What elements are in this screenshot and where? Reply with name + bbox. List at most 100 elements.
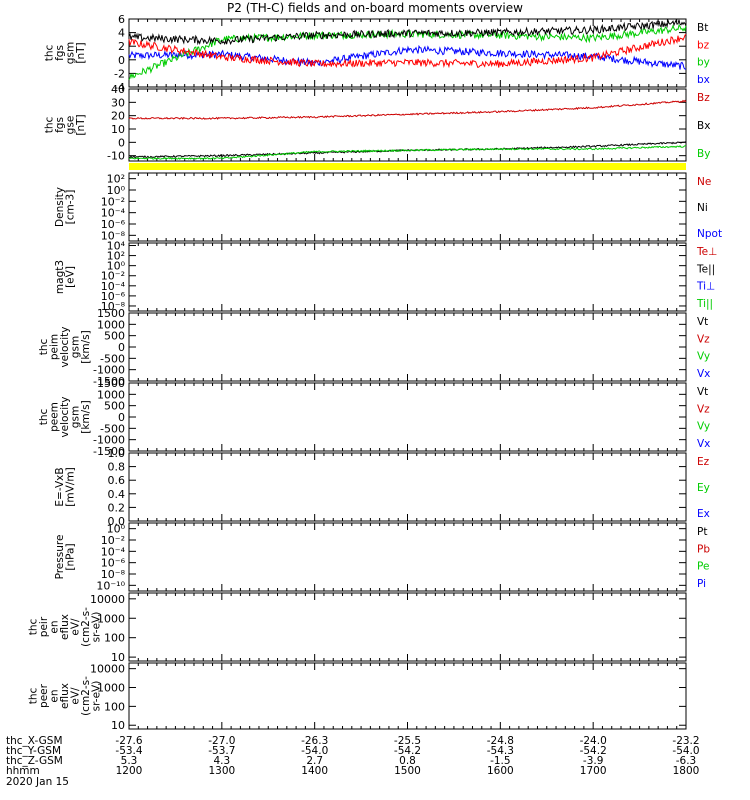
y-axis-label: gsm [70, 336, 82, 358]
y-tick-label: 1000 [97, 318, 125, 331]
x-row-value: 1200 [116, 765, 143, 777]
legend-efield-1: Ey [697, 482, 710, 494]
y-axis-label: gse [64, 116, 76, 135]
y-tick-label: 10 [111, 651, 125, 664]
y-tick-label: -500 [100, 422, 125, 435]
y-tick-label: 10⁰ [107, 523, 126, 536]
x-row-value: -54.0 [301, 745, 328, 757]
y-axis-label: thc [38, 339, 50, 356]
y-axis-label: [km/s] [80, 330, 92, 364]
x-row-value: 5.3 [121, 755, 138, 767]
x-row-value: -23.2 [672, 735, 699, 747]
legend-peem_v-0: Vt [697, 386, 708, 398]
y-axis-label: Pressure [54, 535, 66, 580]
y-tick-label: 10² [107, 173, 125, 186]
y-tick-label: 500 [104, 400, 125, 413]
y-tick-label: 1000 [97, 612, 125, 625]
y-tick-label: 0.6 [108, 474, 126, 487]
y-tick-label: 10⁻⁴ [101, 545, 126, 558]
y-axis-label: (cm2-s- [80, 607, 92, 647]
data-availability-bar [129, 163, 686, 170]
y-tick-label: 30 [111, 96, 125, 109]
legend-fgs_gse-1: Bx [697, 120, 710, 132]
y-axis-label: [km/s] [80, 400, 92, 434]
y-tick-label: 10⁴ [107, 240, 126, 253]
y-axis-label: thc [43, 117, 55, 134]
y-tick-label: 6 [118, 13, 125, 26]
x-row-value: -1.5 [490, 755, 511, 767]
y-axis-label: magt3 [54, 260, 66, 294]
legend-pressure-2: Pe [697, 561, 709, 573]
x-row-value: 2.7 [306, 755, 323, 767]
legend-temp-3: Ti|| [696, 298, 713, 310]
legend-fgs_gsm-2: by [697, 57, 710, 69]
x-row-value: -53.4 [115, 745, 142, 757]
x-row-value: 4.3 [213, 755, 230, 767]
x-row-value: -54.2 [394, 745, 421, 757]
x-row-value: -54.3 [487, 745, 514, 757]
y-tick-label: 0.8 [108, 461, 126, 474]
x-row-label: thc_Z-GSM [6, 755, 63, 767]
x-row-value: -27.6 [115, 735, 142, 747]
y-tick-label: 500 [104, 330, 125, 343]
y-axis-label: peem [49, 402, 61, 432]
trace-fgs_gse-Bz [128, 99, 687, 120]
panel-frame-temp [128, 242, 687, 312]
y-tick-label: -1000 [93, 434, 125, 447]
y-tick-label: 10⁻⁴ [101, 280, 126, 293]
y-axis-label: eflux [59, 614, 71, 640]
y-tick-label: 0 [118, 54, 125, 67]
plot-date: 2020 Jan 15 [6, 776, 69, 788]
y-axis-label: (cm2-s- [80, 676, 92, 716]
legend-pressure-3: Pi [697, 578, 706, 590]
y-tick-label: -1500 [93, 375, 125, 388]
x-row-value: -6.3 [676, 755, 697, 767]
y-axis-label: gsm [64, 42, 76, 64]
x-row-value: -27.0 [208, 735, 235, 747]
y-axis-label: [cm-3] [64, 190, 76, 225]
y-axis-label: fgs [54, 117, 66, 133]
x-row-value: -54.2 [580, 745, 607, 757]
y-axis-label: thc [28, 619, 40, 636]
legend-temp-0: Te⊥ [696, 246, 717, 258]
legend-fgs_gsm-1: bz [697, 39, 710, 51]
y-tick-label: 100 [104, 632, 125, 645]
y-axis-label: sr-eV) [91, 681, 103, 712]
panel-frame-peim_v [128, 312, 687, 382]
x-row-value: -54.0 [672, 745, 699, 757]
panel-frame-density [128, 172, 687, 242]
y-tick-label: 10⁻⁸ [101, 229, 126, 242]
legend-peem_v-1: Vz [697, 403, 710, 415]
y-tick-label: 10⁻² [101, 534, 125, 547]
y-axis-label: thc [28, 688, 40, 705]
y-tick-label: 1000 [97, 388, 125, 401]
panel-frame-peir_en [128, 592, 687, 662]
y-axis-label: en [49, 620, 61, 633]
y-tick-label: 1.0 [108, 447, 126, 460]
legend-pressure-0: Pt [697, 526, 707, 538]
x-row-value: 1800 [673, 765, 700, 777]
y-tick-label: 1000 [97, 682, 125, 695]
y-axis-label: thc [38, 409, 50, 426]
y-axis-label: [nPa] [64, 543, 76, 570]
x-row-value: 0.8 [399, 755, 416, 767]
x-row-value: -24.0 [580, 735, 607, 747]
legend-density-2: Npot [697, 228, 722, 240]
legend-peem_v-2: Vy [697, 421, 710, 433]
x-row-label: thc_X-GSM [6, 735, 63, 747]
trace-fgs_gse-By [128, 145, 687, 160]
y-tick-label: -10 [107, 150, 125, 163]
y-axis-label: eV/ [70, 687, 82, 705]
y-axis-label: [mV/m] [64, 467, 76, 506]
legend-temp-1: Te|| [696, 263, 715, 275]
y-tick-label: -4 [114, 81, 125, 94]
legend-peim_v-0: Vt [697, 316, 708, 328]
x-row-value: -3.9 [583, 755, 604, 767]
legend-fgs_gse-2: By [697, 148, 710, 160]
legend-density-0: Ne [697, 176, 711, 188]
y-tick-label: 10000 [90, 663, 125, 676]
y-tick-label: 10⁻⁶ [101, 557, 126, 570]
y-axis-label: [eV] [64, 266, 76, 288]
y-axis-label: en [49, 689, 61, 702]
y-axis-label: [nT] [75, 114, 87, 135]
